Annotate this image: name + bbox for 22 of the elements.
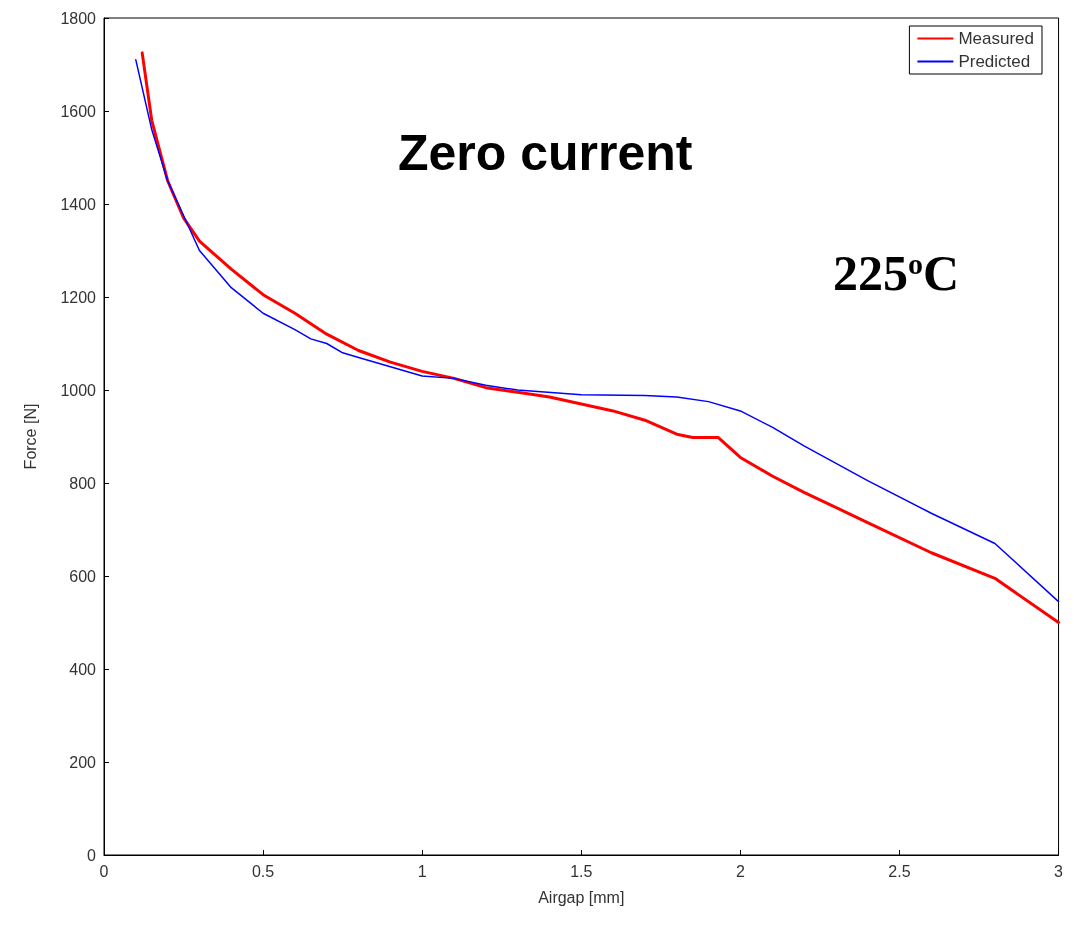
x-tick-label: 1 bbox=[417, 862, 427, 880]
y-tick-label: 1600 bbox=[60, 102, 97, 120]
y-tick-label: 400 bbox=[69, 660, 97, 678]
x-tick-label: 3 bbox=[1054, 862, 1064, 880]
annotation: Zero current bbox=[398, 125, 693, 181]
y-tick-label: 200 bbox=[69, 753, 97, 771]
y-tick-label: 1200 bbox=[60, 288, 97, 306]
x-tick-label: 0 bbox=[99, 862, 109, 880]
x-tick-label: 2.5 bbox=[888, 862, 911, 880]
y-tick-label: 1400 bbox=[60, 195, 97, 213]
x-tick-label: 0.5 bbox=[251, 862, 275, 880]
y-tick-label: 1800 bbox=[60, 9, 97, 27]
y-tick-label: 600 bbox=[69, 567, 97, 585]
x-tick-label: 2 bbox=[735, 862, 745, 880]
y-axis-title: Force [N] bbox=[21, 403, 39, 470]
y-tick-label: 800 bbox=[69, 474, 97, 492]
x-axis-title: Airgap [mm] bbox=[538, 888, 625, 906]
x-tick-label: 1.5 bbox=[570, 862, 593, 880]
y-tick-label: 1000 bbox=[60, 381, 97, 399]
y-tick-label: 0 bbox=[87, 846, 97, 864]
legend-label: Measured bbox=[958, 29, 1035, 48]
legend-label: Predicted bbox=[958, 52, 1031, 71]
